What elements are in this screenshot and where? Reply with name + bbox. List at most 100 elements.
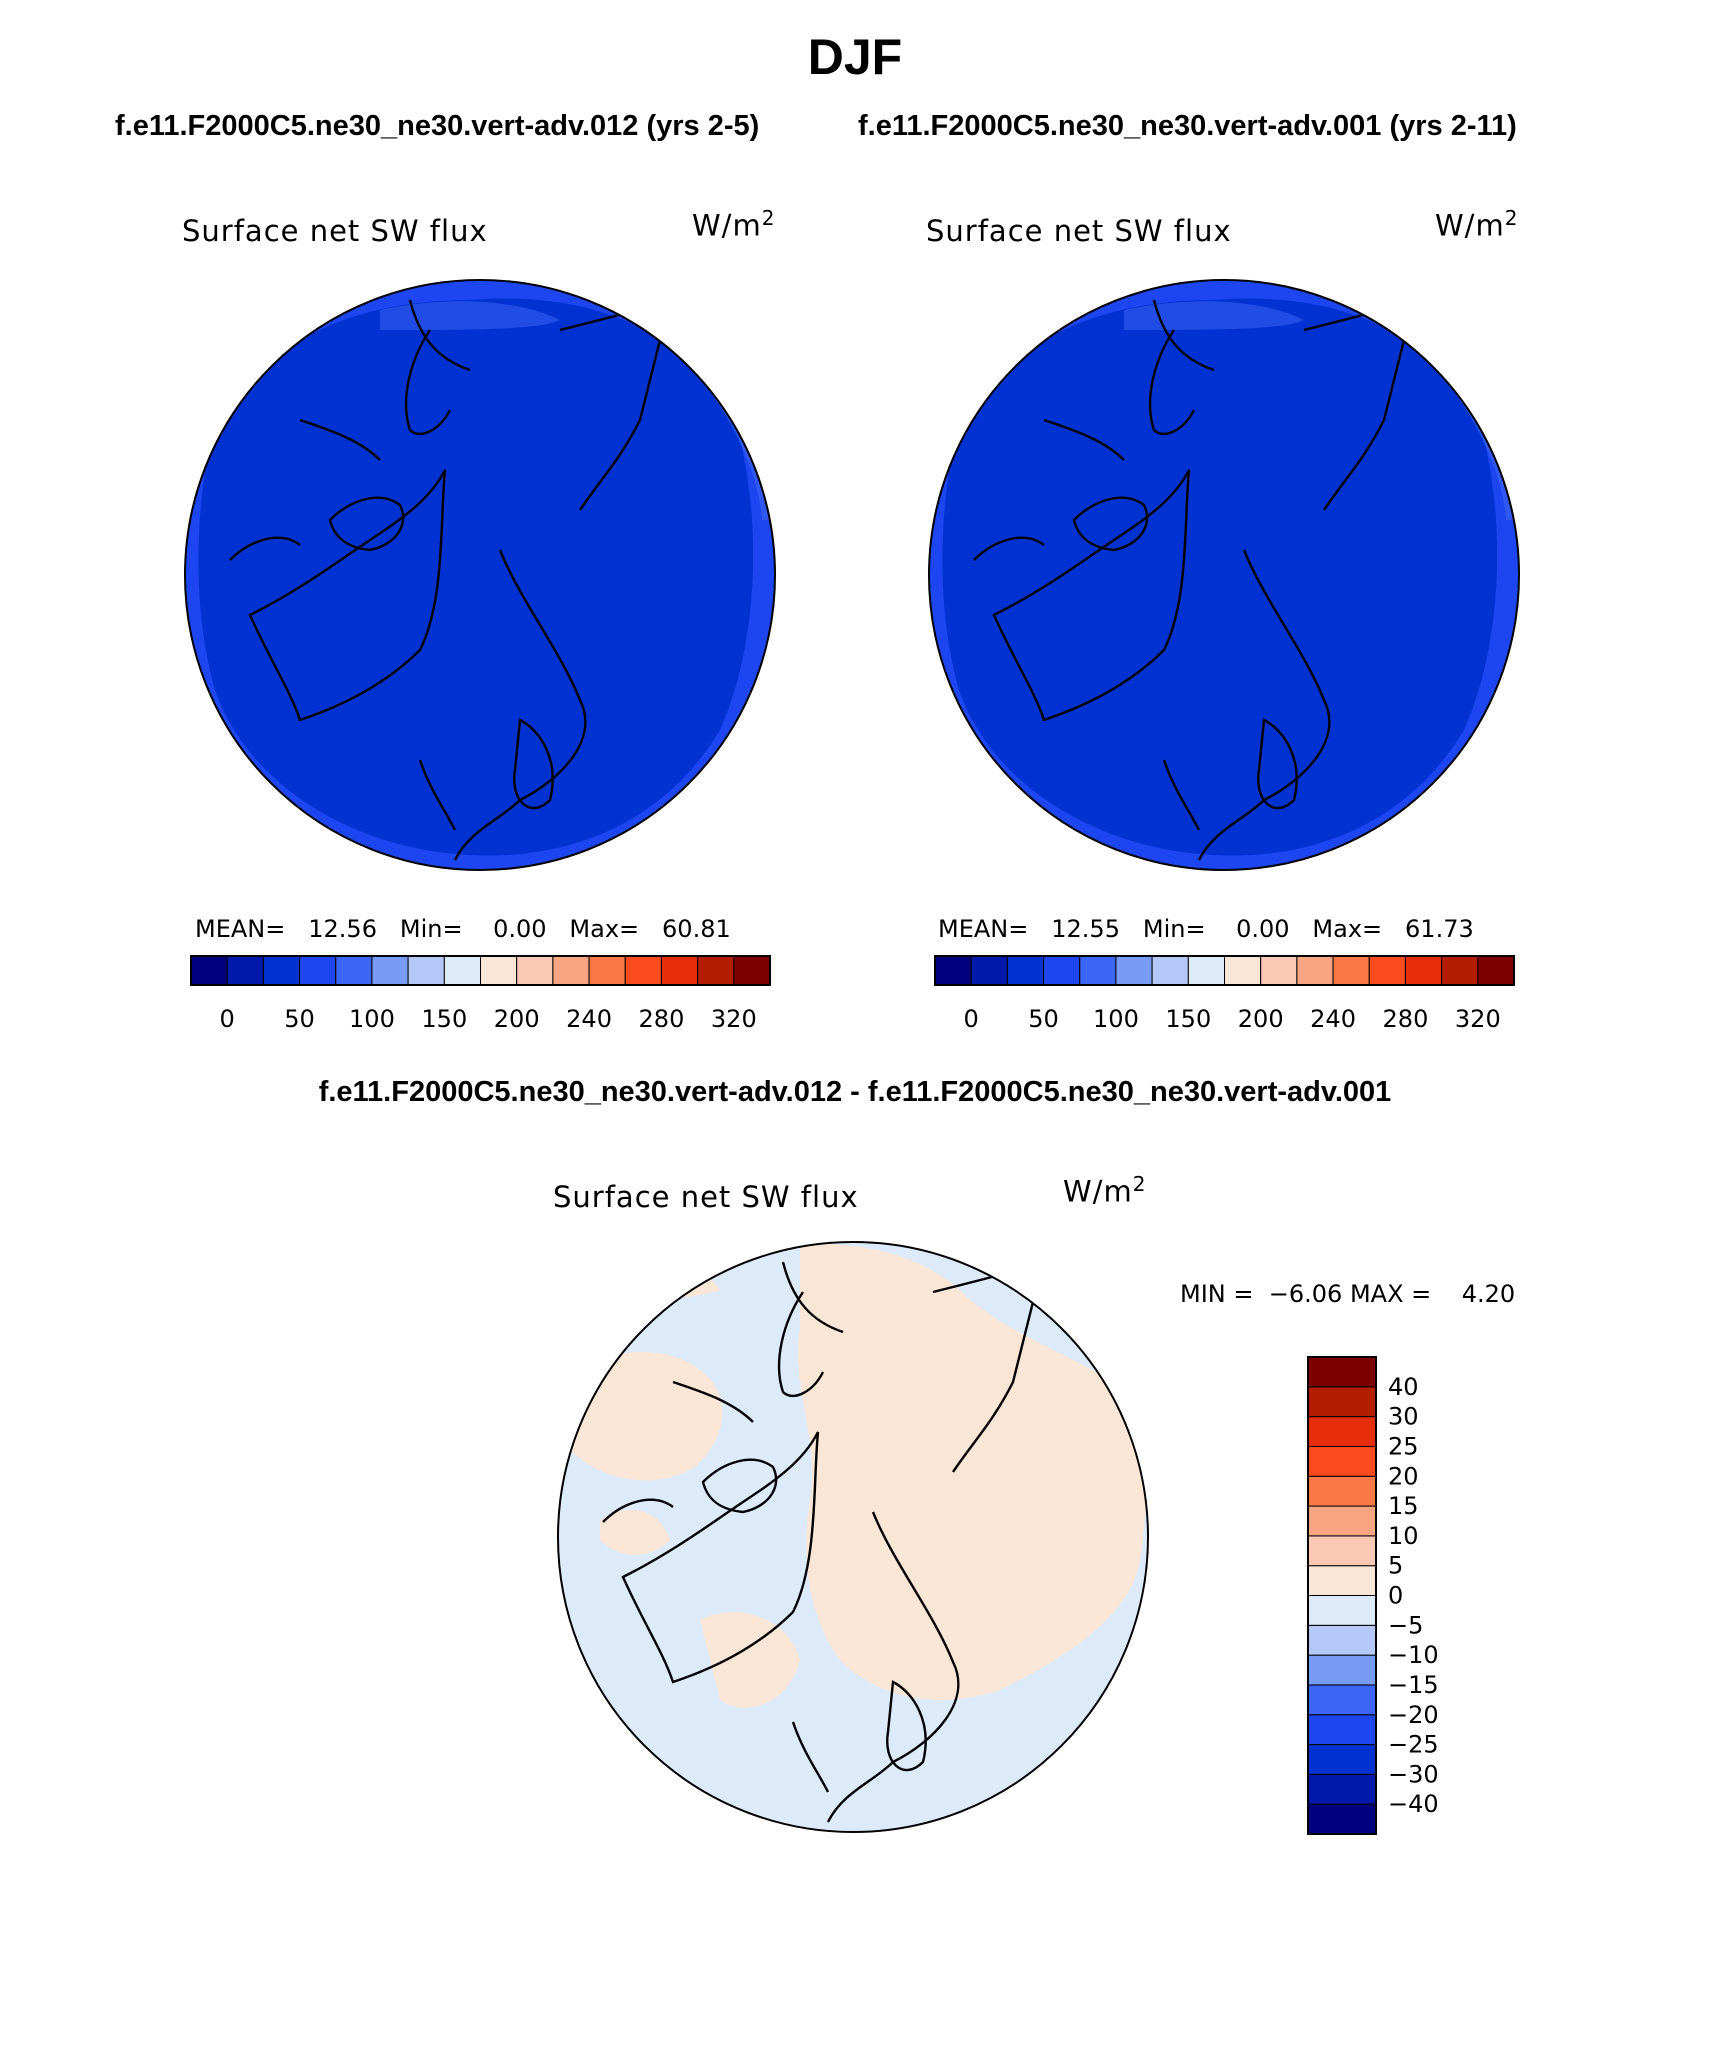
panel2-colorbar-box [1296, 955, 1334, 986]
panel2-colorbar-box [1079, 955, 1117, 986]
panel2-colorbar-tick-label: 100 [1093, 1005, 1139, 1033]
panel2-colorbar-box [1187, 955, 1225, 986]
panel2-colorbar-box [1224, 955, 1262, 986]
panel3-colorbar-tick-label: −40 [1388, 1790, 1439, 1818]
panel3-colorbar-tick-label: 25 [1388, 1432, 1419, 1460]
panel1-colorbar-box [226, 955, 264, 986]
panel3-colorbar-tick-label: −30 [1388, 1760, 1439, 1788]
panel1-colorbar-box [190, 955, 228, 986]
panel3-colorbar-box [1307, 1714, 1377, 1746]
panel1-colorbar-box [299, 955, 337, 986]
panel2-colorbar-box [1441, 955, 1479, 986]
panel3-colorbar-box [1307, 1416, 1377, 1447]
panel3-colorbar-box [1307, 1773, 1377, 1805]
panel2-colorbar-box [1115, 955, 1153, 986]
panel1-colorbar-tick-label: 240 [566, 1005, 612, 1033]
panel3-stats: MIN = −6.06 MAX = 4.20 [1180, 1280, 1516, 1308]
panel1-colorbar-box [371, 955, 409, 986]
panel2-stats: MEAN= 12.55 Min= 0.00 Max= 61.73 [938, 915, 1474, 943]
panel1-stats: MEAN= 12.56 Min= 0.00 Max= 60.81 [195, 915, 731, 943]
panel2-shading [942, 298, 1519, 856]
panel1-colorbar-box [624, 955, 662, 986]
panel2-colorbar-box [1260, 955, 1298, 986]
panel1-high-latitude-region [198, 298, 754, 856]
panel1-colorbar-box [480, 955, 518, 986]
panel3-colorbar-box [1307, 1445, 1377, 1477]
panel3-colorbar-box [1307, 1595, 1377, 1626]
panel2-colorbar-tick-label: 50 [1028, 1005, 1059, 1033]
panel1-colorbar-box [697, 955, 735, 986]
panel3-map [557, 1241, 1149, 1833]
panel3-colorbar-tick-label: −20 [1388, 1701, 1439, 1729]
panel3-colorbar-tick-label: −25 [1388, 1731, 1439, 1759]
panel2-colorbar-box [934, 955, 972, 986]
panel1-colorbar-tick-label: 100 [349, 1005, 395, 1033]
panel2-colorbar-box [1151, 955, 1189, 986]
panel3-colorbar-box [1307, 1684, 1377, 1716]
difference-title: f.e11.F2000C5.ne30_ne30.vert-adv.012 - f… [318, 1076, 1392, 1108]
panel2-colorbar-tick-label: 240 [1310, 1005, 1356, 1033]
panel1-colorbar-box [262, 955, 301, 986]
panel3-colorbar-box [1307, 1744, 1377, 1775]
panel3-variable-label: Surface net SW flux [553, 1180, 859, 1214]
panel2-variable-label: Surface net SW flux [926, 214, 1232, 248]
panel3-colorbar-box [1307, 1565, 1377, 1596]
panel1-colorbar-tick-label: 150 [421, 1005, 467, 1033]
panel3-colorbar-tick-label: 15 [1388, 1492, 1419, 1520]
panel1-colorbar-tick-label: 280 [639, 1005, 685, 1033]
panel1-colorbar-tick-label: 320 [711, 1005, 757, 1033]
panel1-units: W/m2 [692, 206, 776, 243]
panel2-colorbar-tick-label: 150 [1165, 1005, 1211, 1033]
panel3-colorbar-tick-label: −10 [1388, 1641, 1439, 1669]
panel3-colorbar-box [1307, 1386, 1377, 1418]
panel1-colorbar-box [407, 955, 445, 986]
panel2-colorbar-box [1404, 955, 1443, 986]
panel3-colorbar-box [1307, 1654, 1377, 1686]
panel1-variable-label: Surface net SW flux [182, 214, 488, 248]
panel1-colorbar-tick-label: 200 [494, 1005, 540, 1033]
panel3-colorbar-box [1307, 1505, 1377, 1537]
panel3-colorbar-box [1307, 1356, 1377, 1388]
figure-title: DJF [807, 29, 903, 85]
panel3-colorbar-box [1307, 1535, 1377, 1567]
panel2-colorbar-box [1332, 955, 1370, 986]
panel2-colorbar-tick-label: 200 [1238, 1005, 1284, 1033]
panel3-colorbar-tick-label: 30 [1388, 1403, 1419, 1431]
panel1-colorbar-tick-label: 0 [220, 1005, 235, 1033]
panel2-colorbar-box [1006, 955, 1045, 986]
panel3-colorbar-tick-label: 10 [1388, 1522, 1419, 1550]
panel2-units: W/m2 [1435, 206, 1519, 243]
panel3-positive-region-small [600, 1509, 670, 1555]
panel3-colorbar-box [1307, 1475, 1377, 1507]
panel2-high-latitude-region [942, 298, 1498, 856]
panel1-colorbar-box [733, 955, 771, 986]
panel1-bright-band [380, 301, 560, 330]
panel2-colorbar-tick-label: 320 [1455, 1005, 1501, 1033]
panel1-shading [198, 298, 775, 856]
panel1-map [184, 279, 776, 871]
panel3-colorbar-tick-label: −5 [1388, 1611, 1423, 1639]
panel2-bright-band [1124, 301, 1304, 330]
panel3-colorbar-tick-label: −15 [1388, 1671, 1439, 1699]
panel2-colorbar-box [1368, 955, 1406, 986]
panel3-colorbar-tick-label: 0 [1388, 1582, 1403, 1610]
panel1-colorbar-box [552, 955, 590, 986]
panel1-colorbar-tick-label: 50 [284, 1005, 315, 1033]
panel3-colorbar-tick-label: 40 [1388, 1373, 1419, 1401]
panel3-colorbar-tick-label: 20 [1388, 1462, 1419, 1490]
panel3-units: W/m2 [1063, 1172, 1147, 1209]
panel1-colorbar-box [443, 955, 481, 986]
panel2-colorbar-tick-label: 0 [964, 1005, 979, 1033]
panel2-colorbar-tick-label: 280 [1383, 1005, 1429, 1033]
panel2-colorbar-box [970, 955, 1008, 986]
panel1-colorbar: 0 50 100 150 200 240 280 320 [190, 955, 771, 1033]
panel3-colorbar-box [1307, 1624, 1377, 1656]
panel3-positive-region-east [797, 1244, 1146, 1700]
panel1-colorbar-box [516, 955, 554, 986]
panel2-colorbar: 0 50 100 150 200 240 280 320 [934, 955, 1515, 1033]
test-case-title: f.e11.F2000C5.ne30_ne30.vert-adv.012 (yr… [115, 110, 760, 142]
control-case-title: f.e11.F2000C5.ne30_ne30.vert-adv.001 (yr… [858, 110, 1517, 142]
panel1-colorbar-box [335, 955, 373, 986]
